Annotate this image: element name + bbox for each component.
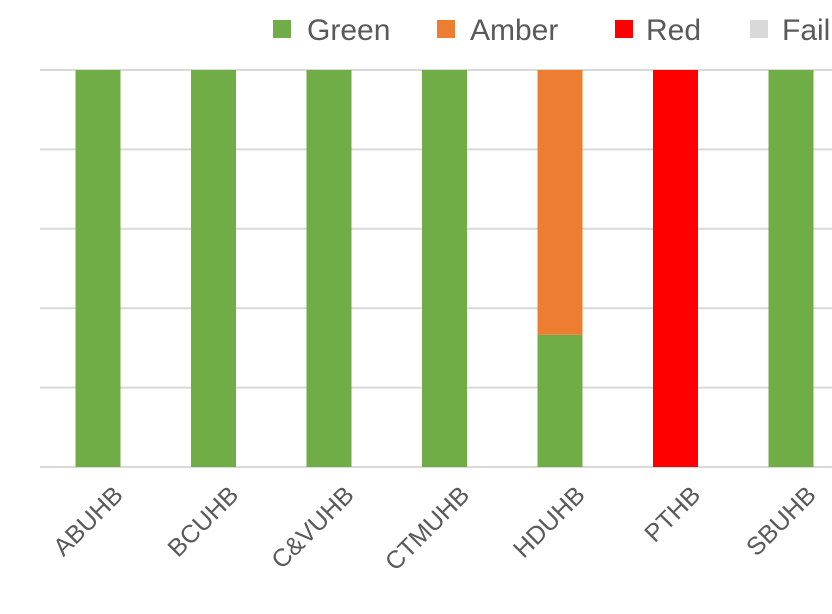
x-tick-label: BCUHB [163, 481, 245, 563]
bar-hduhb-green [537, 334, 583, 467]
bar-ctmuhb-green [422, 70, 467, 467]
bars [75, 70, 814, 467]
x-tick-labels: ABUHB BCUHB C&VUHB CTMUHB HDUHB PTHB SBUHB [48, 481, 822, 576]
x-tick-label: SBUHB [741, 481, 822, 562]
x-tick-label: PTHB [639, 481, 706, 548]
legend-label-green: Green [307, 14, 390, 47]
legend-swatch-green [273, 20, 291, 38]
legend-swatch-fail [750, 20, 768, 38]
x-tick-label: ABUHB [48, 481, 129, 562]
x-tick-label: CTMUHB [380, 481, 475, 576]
legend-label-fail: Fail [782, 14, 830, 47]
bar-sbuhb-green [768, 70, 814, 467]
legend-swatch-amber [437, 20, 455, 38]
bar-c-vuhb-green [306, 70, 352, 467]
x-tick-label: C&VUHB [266, 481, 359, 574]
bar-hduhb-amber [537, 70, 583, 335]
bar-pthb-red [653, 70, 698, 467]
bar-abuhb-green [75, 70, 121, 467]
x-tick-label: HDUHB [508, 481, 591, 564]
legend-label-amber: Amber [470, 14, 558, 47]
legend-swatch-red [615, 20, 633, 38]
legend-label-red: Red [646, 14, 701, 47]
legend: Green Amber Red Fail [273, 14, 830, 47]
bar-bcuhb-green [191, 70, 236, 467]
